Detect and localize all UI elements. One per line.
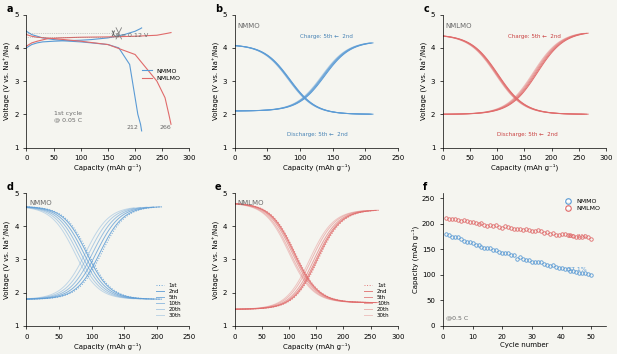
Legend: NMMO, NMLMO: NMMO, NMLMO — [563, 196, 603, 214]
Text: Charge: 5th ←  2nd: Charge: 5th ← 2nd — [300, 34, 353, 39]
Y-axis label: Voltage (V vs. Na⁺/Na): Voltage (V vs. Na⁺/Na) — [4, 42, 11, 120]
X-axis label: Capacity (mAh g⁻¹): Capacity (mAh g⁻¹) — [74, 164, 141, 171]
Text: a: a — [7, 4, 13, 14]
Text: Discharge: 5th ←  2nd: Discharge: 5th ← 2nd — [497, 132, 558, 137]
X-axis label: Capacity (mAh g⁻¹): Capacity (mAh g⁻¹) — [74, 342, 141, 350]
X-axis label: Capacity (mAh g⁻¹): Capacity (mAh g⁻¹) — [491, 164, 558, 171]
Text: NMMO: NMMO — [238, 23, 260, 29]
X-axis label: Capacity (mAh g⁻¹): Capacity (mAh g⁻¹) — [283, 342, 350, 350]
Legend: NMMO, NMLMO: NMMO, NMLMO — [139, 65, 183, 83]
Text: e: e — [215, 182, 222, 192]
Legend: 1st, 2nd, 5th, 10th, 20th, 30th: 1st, 2nd, 5th, 10th, 20th, 30th — [154, 280, 183, 320]
Y-axis label: Voltage (V vs. Na⁺/Na): Voltage (V vs. Na⁺/Na) — [421, 42, 428, 120]
Text: Charge: 5th ←  2nd: Charge: 5th ← 2nd — [508, 34, 561, 39]
Y-axis label: Voltage (V vs. Na⁺/Na): Voltage (V vs. Na⁺/Na) — [4, 220, 11, 299]
Text: @0.5 C: @0.5 C — [446, 316, 468, 321]
X-axis label: Capacity (mAh g⁻¹): Capacity (mAh g⁻¹) — [283, 164, 350, 171]
Text: 80.8%: 80.8% — [568, 234, 587, 239]
Text: 1st cycle
@ 0.05 C: 1st cycle @ 0.05 C — [54, 111, 81, 122]
Y-axis label: Capacity (mAh g⁻¹): Capacity (mAh g⁻¹) — [412, 226, 419, 293]
Text: Discharge: 5th ←  2nd: Discharge: 5th ← 2nd — [287, 132, 347, 137]
Legend: 1st, 2nd, 5th, 10th, 20th, 30th: 1st, 2nd, 5th, 10th, 20th, 30th — [362, 280, 392, 320]
X-axis label: Cycle number: Cycle number — [500, 342, 549, 348]
Text: d: d — [7, 182, 14, 192]
Text: 212: 212 — [126, 125, 138, 130]
Text: 266: 266 — [159, 125, 171, 130]
Y-axis label: Voltage (V vs. Na⁺/Na): Voltage (V vs. Na⁺/Na) — [212, 220, 220, 299]
Text: NMMO: NMMO — [30, 200, 52, 206]
Text: b: b — [215, 4, 222, 14]
Text: 57.1%: 57.1% — [568, 267, 587, 272]
Text: $\Delta$ = 0.12 V: $\Delta$ = 0.12 V — [114, 31, 150, 39]
Text: c: c — [423, 4, 429, 14]
Text: f: f — [423, 182, 428, 192]
Text: NMLMO: NMLMO — [238, 200, 264, 206]
Text: NMLMO: NMLMO — [445, 23, 472, 29]
Y-axis label: Voltage (V vs. Na⁺/Na): Voltage (V vs. Na⁺/Na) — [212, 42, 220, 120]
